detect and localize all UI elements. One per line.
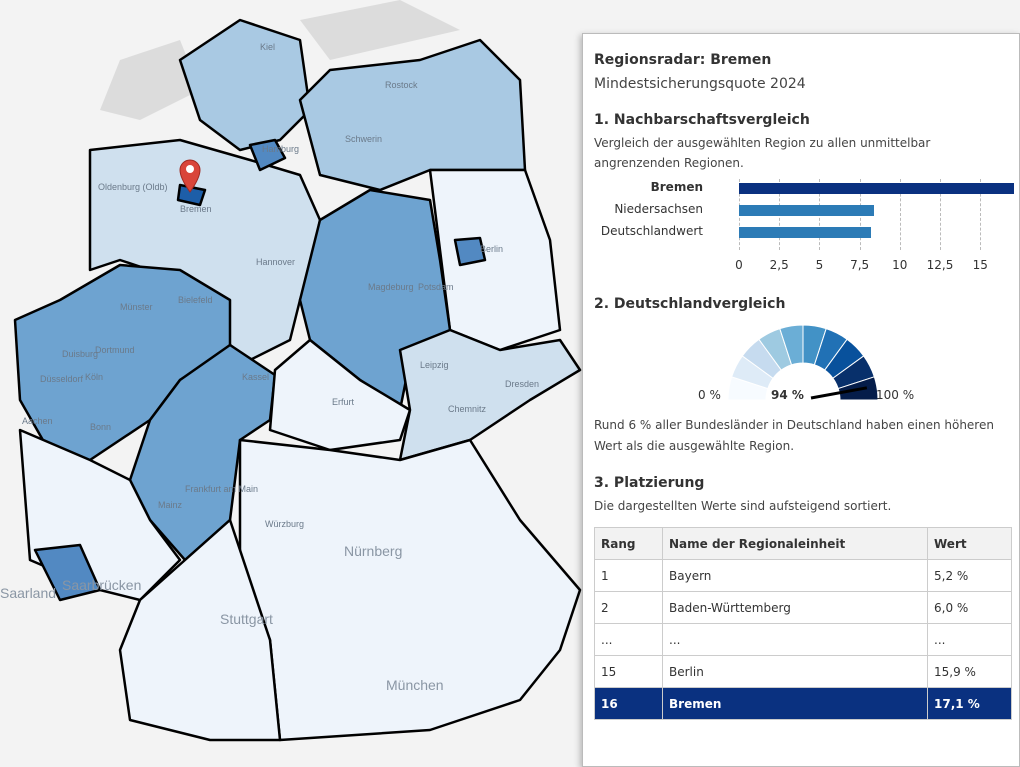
column-header-rank: Rang (594, 527, 663, 560)
name-cell: Berlin (662, 655, 928, 688)
column-header-name: Name der Regionaleinheit (662, 527, 928, 560)
map-label: Hamburg (262, 144, 299, 154)
rank-cell: 15 (594, 655, 663, 688)
map-label: Duisburg (62, 349, 98, 359)
map-label: Bremen (180, 204, 212, 214)
map-label: Erfurt (332, 397, 355, 407)
gauge-needle (810, 386, 868, 400)
map-label: Bonn (90, 422, 111, 432)
gauge-value-label: 94 % (771, 388, 804, 402)
state-mecklenburg-vorpommern (298, 38, 527, 192)
rank-cell: 1 (594, 559, 663, 592)
table-row: 15 Berlin 15,9 % (594, 655, 1012, 688)
map-label: Stuttgart (220, 611, 273, 627)
value-cell: 15,9 % (927, 655, 1012, 688)
map-label: Würzburg (265, 519, 304, 529)
section-text-ranking: Die dargestellten Werte sind aufsteigend… (594, 499, 892, 513)
bar-label: Bremen (650, 180, 703, 194)
rank-cell: ... (594, 623, 663, 656)
map-label: Frankfurt am Main (185, 484, 258, 494)
rank-cell: 2 (594, 591, 663, 624)
gauge-chart (727, 324, 879, 401)
map-label: Dortmund (95, 345, 135, 355)
neighbor-bar-chart: 0 2,5 5 7,5 10 12,5 15 Bremen Niedersachsen Deuts… (594, 177, 1014, 272)
bar-label: Niedersachsen (614, 202, 703, 216)
x-tick-label: 0 (735, 258, 743, 272)
bar-bremen[interactable] (739, 183, 1014, 194)
section-heading-germany: 2. Deutschlandvergleich (594, 296, 786, 312)
table-row: 1 Bayern 5,2 % (594, 559, 1012, 592)
state-hamburg (248, 138, 287, 172)
grid-line (899, 179, 901, 250)
map-label: Dresden (505, 379, 539, 389)
x-tick-label: 5 (815, 258, 824, 272)
map-label: Kassel (242, 372, 269, 382)
value-cell: ... (927, 623, 1012, 656)
map-label: Münster (120, 302, 153, 312)
map-label: Köln (85, 372, 103, 382)
germany-gauge: 0 % 100 % 94 % (594, 318, 1009, 413)
section-text-germany: Rund 6 % aller Bundesländer in Deutschla… (594, 418, 994, 453)
bar-deutschlandwert[interactable] (739, 227, 871, 238)
panel-title: Regionsradar: Bremen (594, 52, 772, 68)
name-cell: ... (662, 623, 928, 656)
map-label: Saarland (0, 585, 56, 601)
map-label: Düsseldorf (40, 374, 84, 384)
bar-label: Deutschlandwert (600, 224, 703, 238)
map-label: München (386, 677, 444, 693)
state-baden-wuerttemberg (118, 518, 282, 742)
map-label: Kiel (260, 42, 275, 52)
section-heading-neighbors: 1. Nachbarschaftsvergleich (594, 112, 810, 128)
bar-niedersachsen[interactable] (739, 205, 875, 216)
state-sachsen (398, 328, 582, 462)
state-schleswig-holstein (178, 18, 312, 152)
section-text-neighbors: Vergleich der ausgewählten Region zu all… (594, 136, 931, 170)
column-header-value: Wert (927, 527, 1012, 560)
ranking-table: Rang Name der Regionaleinheit Wert 1 Baye… (594, 527, 1012, 720)
grid-line (940, 179, 942, 250)
map-label: Schwerin (345, 134, 382, 144)
x-tick-label: 15 (972, 258, 988, 272)
map-label: Berlin (480, 244, 503, 254)
state-saarland (33, 543, 102, 602)
map-label: Rostock (385, 80, 418, 90)
map-label: Chemnitz (448, 404, 487, 414)
map-label: Potsdam (418, 282, 454, 292)
name-cell: Bremen (662, 687, 928, 720)
map-label: Magdeburg (368, 282, 414, 292)
x-tick-label: 7,5 (850, 258, 870, 272)
x-tick-label: 10 (892, 258, 908, 272)
map-label: Oldenburg (Oldb) (98, 182, 168, 192)
gauge-max-label: 100 % (876, 388, 915, 402)
value-cell: 17,1 % (927, 687, 1012, 720)
x-tick-label: 12,5 (926, 258, 954, 272)
map-pin-icon[interactable] (179, 159, 201, 193)
map-label: Saarbrücken (62, 577, 141, 593)
x-tick-label: 2,5 (769, 258, 789, 272)
map-label: Bielefeld (178, 295, 213, 305)
value-cell: 6,0 % (927, 591, 1012, 624)
grid-line (980, 179, 982, 250)
state-bremen (176, 183, 207, 207)
value-cell: 5,2 % (927, 559, 1012, 592)
panel-subtitle: Mindestsicherungsquote 2024 (594, 76, 806, 92)
map-label: Hannover (256, 257, 295, 267)
rank-cell: 16 (594, 687, 663, 720)
map-label: Mainz (158, 500, 183, 510)
table-row: 2 Baden-Württemberg 6,0 % (594, 591, 1012, 624)
state-thueringen (268, 338, 412, 452)
name-cell: Baden-Württemberg (662, 591, 928, 624)
map-label: Nürnberg (344, 543, 402, 559)
section-heading-ranking: 3. Platzierung (594, 475, 705, 491)
gauge-min-label: 0 % (698, 388, 721, 402)
map-label: Leipzig (420, 360, 449, 370)
map-label: Aachen (22, 416, 53, 426)
table-row: ......... (594, 623, 1012, 656)
region-radar-panel: Regionsradar: Bremen Mindestsicherungsqu… (582, 33, 1020, 767)
name-cell: Bayern (662, 559, 928, 592)
table-row-selected: 16 Bremen 17,1 % (594, 687, 1012, 720)
state-berlin (453, 236, 487, 267)
